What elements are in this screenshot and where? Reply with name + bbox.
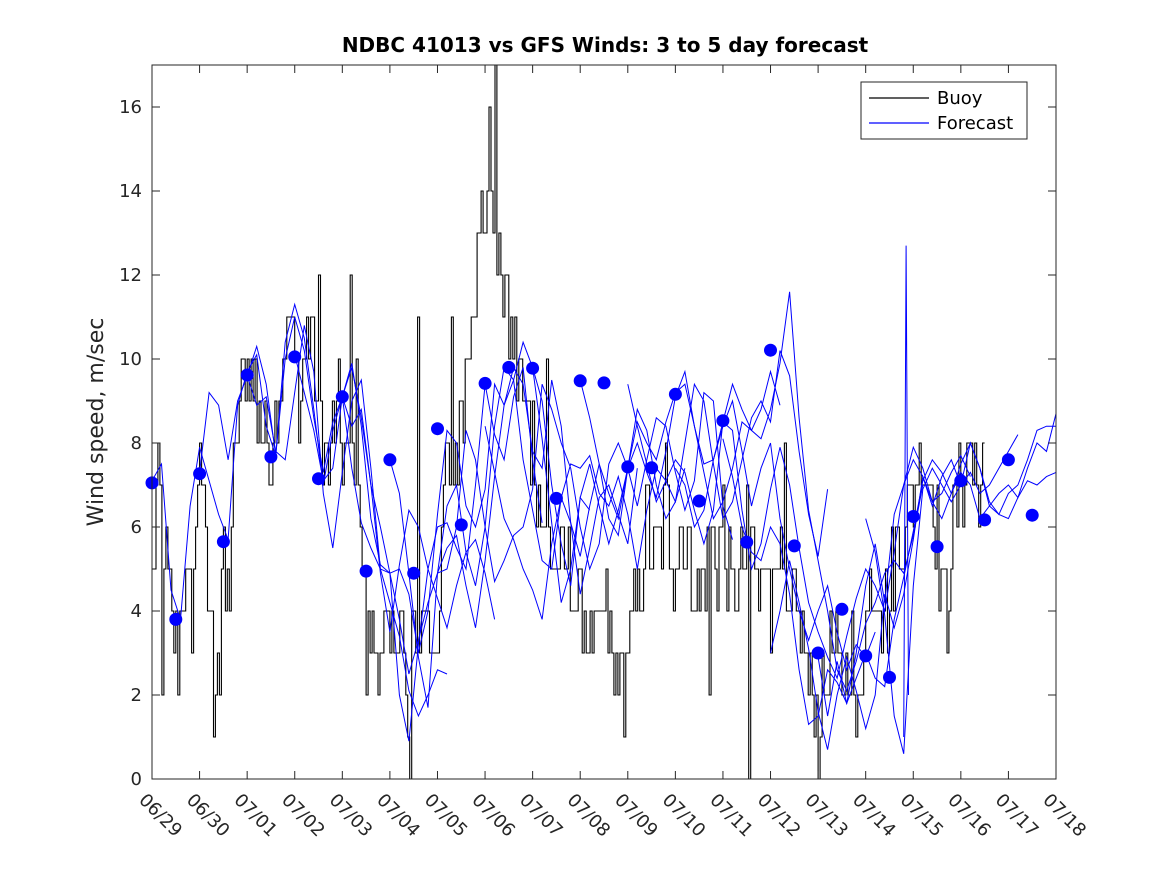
y-axis-label: Wind speed, m/sec	[84, 318, 109, 527]
y-tick-label-3: 6	[131, 517, 142, 538]
forecast-marker-18	[573, 374, 587, 388]
x-tick-label-15: 07/14	[848, 790, 900, 842]
x-tick-label-4: 07/03	[325, 790, 377, 842]
x-tick-label-6: 07/05	[420, 790, 472, 842]
forecast-marker-1	[169, 612, 183, 626]
y-tick-label-7: 14	[119, 181, 142, 202]
forecast-markers	[145, 343, 1039, 684]
x-tick-label-2: 07/01	[230, 790, 282, 842]
forecast-marker-36	[1001, 453, 1015, 467]
x-tick-label-13: 07/12	[753, 790, 805, 842]
legend: Buoy Forecast	[860, 81, 1028, 140]
forecast-marker-21	[645, 461, 659, 475]
forecast-marker-20	[621, 460, 635, 474]
y-tick-label-4: 8	[131, 433, 142, 454]
forecast-marker-14	[478, 376, 492, 390]
x-tick-label-11: 07/10	[658, 790, 710, 842]
forecast-marker-17	[549, 491, 563, 505]
x-tick-label-5: 07/04	[372, 790, 424, 842]
forecast-marker-19	[597, 376, 611, 390]
x-tick-label-12: 07/11	[705, 790, 757, 842]
x-tick-label-18: 07/17	[991, 790, 1043, 842]
forecast-marker-4	[240, 368, 254, 382]
forecast-marker-16	[526, 361, 540, 375]
forecast-marker-5	[264, 450, 278, 464]
x-tick-label-7: 07/06	[468, 790, 520, 842]
y-tick-label-2: 4	[131, 601, 142, 622]
x-tick-label-14: 07/13	[801, 790, 853, 842]
forecast-marker-35	[978, 513, 992, 527]
forecast-marker-3	[216, 535, 230, 549]
plot-area	[152, 65, 1056, 779]
forecast-line-10	[627, 291, 924, 693]
forecast-marker-37	[1025, 508, 1039, 522]
forecast-marker-11	[407, 566, 421, 580]
forecast-line-0	[151, 316, 448, 718]
forecast-marker-25	[740, 535, 754, 549]
forecast-line-2	[246, 325, 543, 742]
forecast-marker-29	[835, 602, 849, 616]
y-tick-label-1: 2	[131, 685, 142, 706]
forecast-marker-26	[764, 343, 777, 357]
forecast-line-12	[722, 434, 1019, 726]
forecast-line-5	[389, 366, 686, 708]
y-tick-label-6: 12	[119, 265, 142, 286]
forecast-marker-2	[193, 467, 207, 481]
x-tick-label-16: 07/15	[896, 790, 948, 842]
x-tick-label-9: 07/08	[563, 790, 615, 842]
legend-buoy-label: Buoy	[937, 88, 983, 109]
forecast-marker-7	[312, 472, 325, 486]
y-tick-label-8: 16	[119, 97, 142, 118]
x-tick-label-0: 06/29	[134, 790, 186, 842]
forecast-line-14	[817, 441, 1057, 717]
forecast-marker-8	[335, 390, 349, 404]
forecast-marker-22	[668, 387, 682, 401]
x-tick-label-1: 06/30	[182, 790, 234, 842]
x-tick-label-17: 07/16	[943, 790, 995, 842]
forecast-marker-9	[359, 564, 373, 578]
forecast-marker-33	[930, 540, 944, 554]
forecast-marker-24	[716, 414, 730, 428]
forecast-line-16	[903, 245, 909, 738]
forecast-marker-34	[954, 474, 968, 488]
forecast-marker-6	[288, 350, 302, 364]
legend-box	[860, 81, 1028, 140]
forecast-marker-12	[431, 422, 444, 436]
y-axis: 0 2 4 6 8 10 12 14 16	[119, 97, 1056, 790]
forecast-line-13	[770, 413, 1057, 750]
forecast-line-7	[484, 369, 781, 620]
forecast-line-4	[341, 366, 638, 675]
x-tick-label-3: 07/02	[277, 790, 329, 842]
x-tick-label-8: 07/07	[515, 790, 567, 842]
forecast-marker-32	[906, 510, 920, 523]
forecast-marker-31	[883, 670, 896, 684]
forecast-marker-10	[383, 453, 397, 467]
forecast-marker-13	[454, 518, 468, 532]
y-tick-label-0: 0	[131, 769, 142, 790]
forecast-marker-30	[859, 649, 873, 663]
x-tick-label-19: 07/18	[1038, 790, 1090, 842]
legend-forecast-label: Forecast	[937, 113, 1013, 134]
forecast-line-8	[532, 350, 829, 586]
forecast-marker-23	[692, 494, 706, 508]
forecast-marker-27	[787, 539, 801, 553]
forecast-marker-15	[502, 360, 516, 374]
forecast-line-6	[437, 384, 733, 584]
plot-frame	[151, 64, 1057, 780]
chart-title: NDBC 41013 vs GFS Winds: 3 to 5 day fore…	[342, 33, 869, 57]
forecast-marker-28	[811, 646, 825, 660]
y-tick-label-5: 10	[119, 349, 142, 370]
x-tick-label-10: 07/09	[610, 790, 662, 842]
